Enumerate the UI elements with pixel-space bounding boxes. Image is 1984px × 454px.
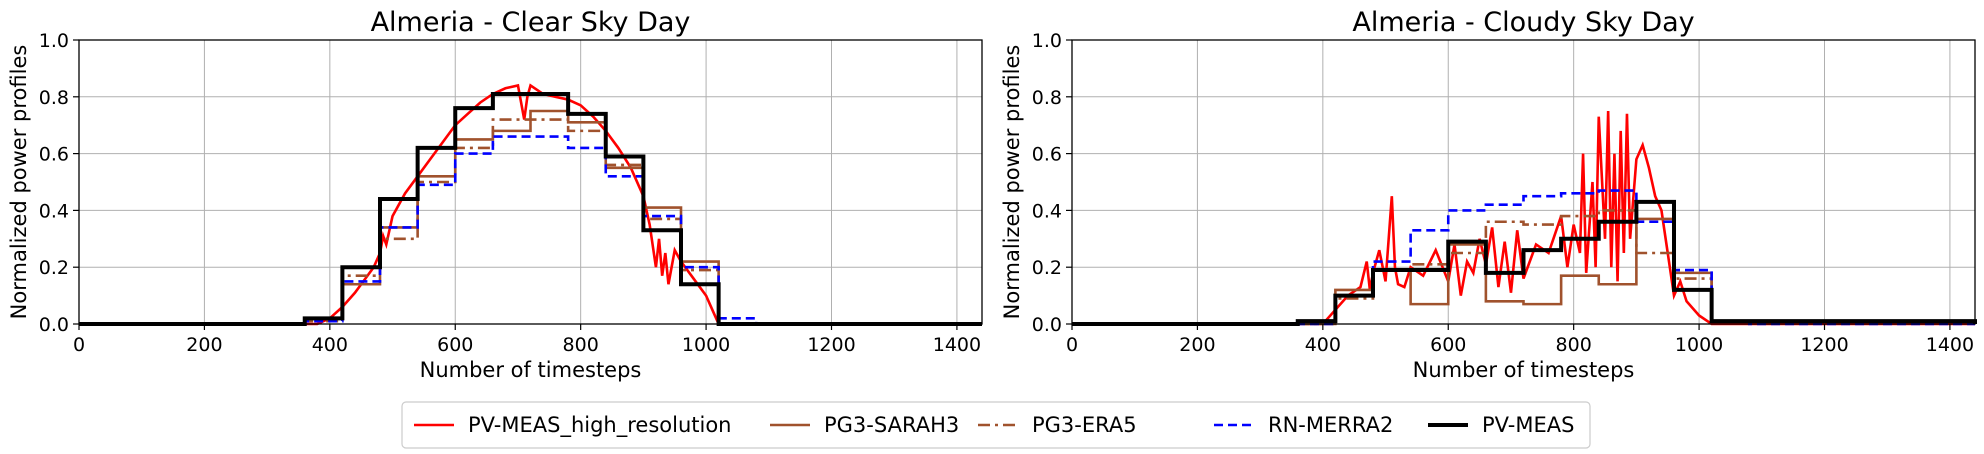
x-tick-label: 1200 [1800,334,1848,356]
legend-label-pg3-era5: PG3-ERA5 [1032,413,1137,437]
x-tick-label: 200 [186,334,222,356]
legend: PV-MEAS_high_resolution PG3-SARAH3 PG3-ERA… [401,401,1591,449]
x-tick-label: 800 [563,334,599,356]
x-tick-label: 200 [1179,334,1215,356]
axes-frame [78,39,983,325]
series-line-pv-meas [79,91,982,326]
legend-label-pv-meas: PV-MEAS [1482,413,1574,437]
y-tick-label: 0.2 [1032,257,1062,279]
x-tick-label: 1200 [807,334,855,356]
x-tick-label: 600 [437,334,473,356]
legend-label-pg3-sarah3: PG3-SARAH3 [824,413,959,437]
series-line-pv-meas-high-resolution [1072,110,1975,326]
series-line-pg3-era5 [79,118,982,326]
series-line-rn-merra2 [79,135,982,326]
y-tick-label: 0.4 [1032,200,1062,222]
x-tick-label: 400 [1305,334,1341,356]
x-tick-label: 800 [1556,334,1592,356]
series-line-pg3-sarah3 [79,109,982,326]
x-tick-label: 400 [312,334,348,356]
y-tick-label: 0.0 [39,314,69,336]
y-tick-label: 0.6 [1032,144,1062,166]
chart-title: Almeria - Clear Sky Day [371,7,691,38]
y-axis-label: Normalized power profiles [7,45,31,320]
y-tick-label: 0.8 [39,87,69,109]
x-tick-label: 0 [73,334,85,356]
y-tick-label: 0.8 [1032,87,1062,109]
axes-frame [1071,39,1976,325]
y-tick-label: 0.4 [39,200,69,222]
x-axis-label: Number of timesteps [1413,358,1635,382]
chart-panel-1: 0 200 400 600 800 1000 1200 1400 0.0 0.2 0.4 0.6 0.8… [7,7,983,382]
y-axis-label: Normalized power profiles [1000,45,1024,320]
legend-label-rn-merra2: RN-MERRA2 [1268,413,1393,437]
y-tick-label: 0.0 [1032,314,1062,336]
series-line-pv-meas [1072,199,1977,326]
y-tick-label: 0.6 [39,144,69,166]
x-tick-label: 1000 [682,334,730,356]
chart-title: Almeria - Cloudy Sky Day [1352,7,1694,38]
legend-label-pv-meas-high-resolution: PV-MEAS_high_resolution [468,413,732,438]
chart-panel-2: 0 200 400 600 800 1000 1200 1400 0.0 0.2 0.4 0.6 0.8… [1000,7,1977,382]
y-tick-label: 0.2 [39,257,69,279]
x-tick-label: 1400 [1926,334,1974,356]
x-tick-label: 1000 [1675,334,1723,356]
x-tick-label: 600 [1430,334,1466,356]
y-tick-label: 1.0 [39,30,69,52]
y-tick-label: 1.0 [1032,30,1062,52]
x-tick-label: 1400 [933,334,981,356]
x-axis-label: Number of timesteps [420,358,642,382]
x-tick-label: 0 [1066,334,1078,356]
